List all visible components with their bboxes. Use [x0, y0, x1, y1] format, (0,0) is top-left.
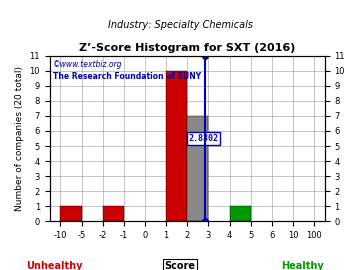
Title: Z’-Score Histogram for SXT (2016): Z’-Score Histogram for SXT (2016)	[79, 43, 296, 53]
Text: The Research Foundation of SUNY: The Research Foundation of SUNY	[53, 72, 201, 81]
Text: 2.8302: 2.8302	[189, 134, 219, 143]
Bar	[230, 206, 251, 221]
Text: Industry: Specialty Chemicals: Industry: Specialty Chemicals	[108, 20, 252, 30]
Y-axis label: Number of companies (20 total): Number of companies (20 total)	[15, 66, 24, 211]
Text: ©www.textbiz.org: ©www.textbiz.org	[53, 60, 122, 69]
Bar	[60, 206, 81, 221]
Text: Healthy: Healthy	[281, 261, 324, 270]
Text: Unhealthy: Unhealthy	[26, 261, 82, 270]
Bar	[103, 206, 124, 221]
Bar	[187, 116, 208, 221]
Text: Score: Score	[165, 261, 195, 270]
Bar	[166, 70, 187, 221]
